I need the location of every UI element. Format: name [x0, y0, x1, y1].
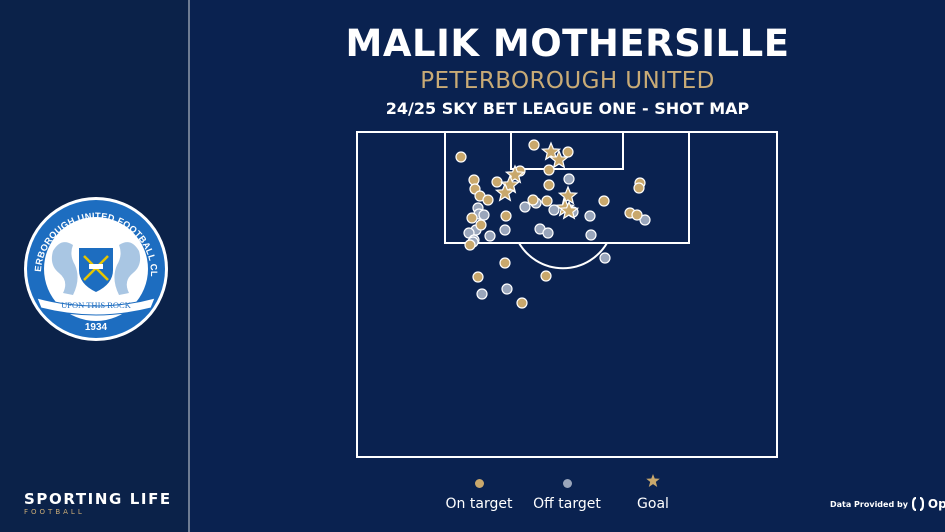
- sporting-life-sub: FOOTBALL: [24, 508, 85, 516]
- shot-on-target: [455, 151, 467, 163]
- shot-off-target: [548, 204, 560, 216]
- team-name: PETERBOROUGH UNITED: [420, 68, 715, 94]
- crest-year: 1934: [85, 322, 108, 333]
- shot-off-target: [542, 227, 554, 239]
- legend-off-target: Off target: [532, 476, 602, 512]
- shot-on-target: [543, 179, 555, 191]
- shot-off-target: [563, 173, 575, 185]
- shot-on-target: [500, 210, 512, 222]
- shot-on-target: [562, 146, 574, 158]
- shot-goal-star-icon: [540, 141, 562, 161]
- shot-on-target: [541, 195, 553, 207]
- legend-goal: Goal: [633, 474, 673, 512]
- goal-star-icon: [646, 474, 660, 487]
- shot-goal-star-icon: [494, 182, 516, 202]
- main-panel: [190, 0, 945, 532]
- shot-on-target: [543, 164, 555, 176]
- legend-on-target: On target: [440, 476, 518, 512]
- shot-off-target: [599, 252, 611, 264]
- shot-on-target: [475, 219, 487, 231]
- shot-on-target: [464, 239, 476, 251]
- shot-off-target: [478, 209, 490, 221]
- credit-text: Data Provided by: [830, 499, 908, 509]
- crest-motto: UPON THIS ROCK: [61, 300, 132, 310]
- shot-off-target: [484, 230, 496, 242]
- opta-logo-icon: [911, 497, 924, 511]
- sporting-life-logo: SPORTING LIFE: [24, 490, 172, 508]
- shot-on-target: [528, 139, 540, 151]
- credit-provider: Opta: [927, 497, 945, 511]
- shot-on-target: [466, 212, 478, 224]
- shot-off-target: [639, 214, 651, 226]
- on-target-dot-icon: [474, 479, 484, 488]
- shot-on-target: [516, 297, 528, 309]
- shot-on-target: [527, 194, 539, 206]
- club-crest-icon: PETERBOROUGH UNITED FOOTBALL CLUB UPON T…: [23, 196, 168, 341]
- shot-off-target: [584, 210, 596, 222]
- off-target-dot-icon: [562, 479, 572, 488]
- shot-goal-star-icon: [558, 200, 580, 220]
- shot-off-target: [501, 283, 513, 295]
- shots-layer: [455, 139, 651, 309]
- shot-on-target: [633, 182, 645, 194]
- legend: On target Off target Goal: [440, 474, 680, 516]
- competition-title: 24/25 SKY BET LEAGUE ONE - SHOT MAP: [385, 99, 750, 118]
- shot-on-target: [499, 257, 511, 269]
- shot-off-target: [519, 201, 531, 213]
- shot-goal-star-icon: [557, 185, 579, 205]
- shot-on-target: [472, 271, 484, 283]
- player-name: MALIK MOTHERSILLE: [345, 22, 790, 65]
- shot-on-target: [598, 195, 610, 207]
- penalty-arc: [518, 242, 608, 270]
- shot-on-target: [482, 194, 494, 206]
- shot-goal-star-icon: [548, 149, 570, 169]
- data-credit: Data Provided by Opta: [830, 497, 945, 511]
- shot-off-target: [476, 288, 488, 300]
- divider: [188, 0, 190, 532]
- six-yard-box: [510, 131, 624, 170]
- shot-off-target: [585, 229, 597, 241]
- shot-off-target: [499, 224, 511, 236]
- shot-goal-star-icon: [504, 164, 526, 184]
- shot-on-target: [631, 209, 643, 221]
- shot-on-target: [540, 270, 552, 282]
- shot-goal-star-icon: [499, 174, 521, 194]
